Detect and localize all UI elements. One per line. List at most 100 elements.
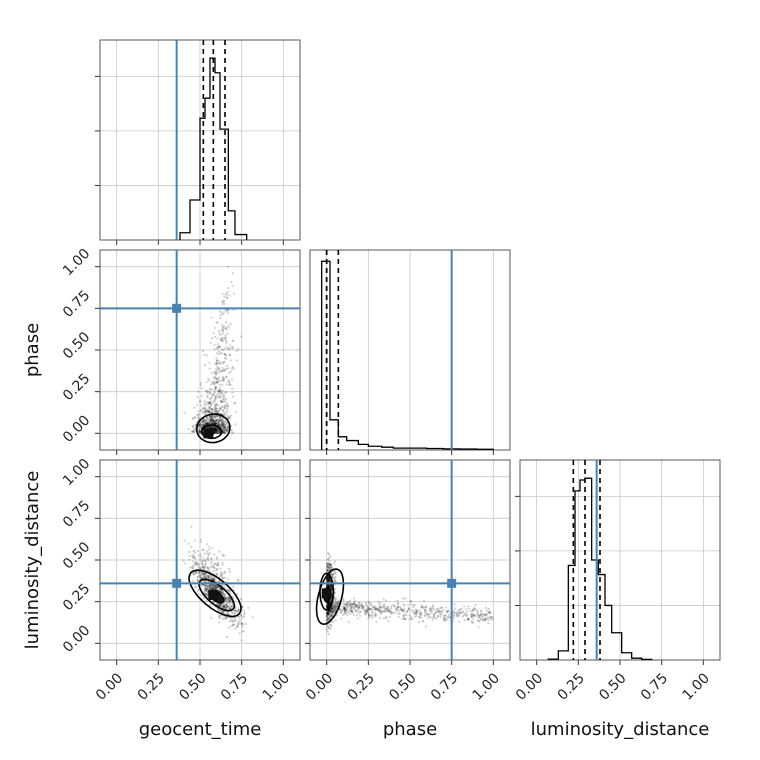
scatter-phase-vs-geocent-time-point [215,395,218,398]
scatter-luminosity-distance-vs-geocent-time-point [201,565,204,569]
scatter-luminosity-distance-vs-geocent-time-point [211,600,215,603]
scatter-luminosity-distance-vs-phase-point [335,606,338,610]
scatter-luminosity-distance-vs-phase-point [398,612,401,615]
scatter-luminosity-distance-vs-geocent-time-point [217,614,221,618]
scatter-luminosity-distance-vs-phase-point [478,615,481,618]
scatter-luminosity-distance-vs-phase-point [384,608,388,611]
scatter-luminosity-distance-vs-phase-point [327,604,330,607]
scatter-luminosity-distance-vs-phase-point [327,610,330,613]
scatter-luminosity-distance-vs-geocent-time-point [212,578,215,581]
scatter-luminosity-distance-vs-phase-point [477,614,480,617]
scatter-luminosity-distance-vs-phase-point [337,600,340,603]
scatter-luminosity-distance-vs-phase-point [397,615,401,618]
scatter-phase-vs-geocent-time-point [225,342,228,345]
scatter-luminosity-distance-vs-phase-point [455,612,459,615]
scatter-luminosity-distance-vs-geocent-time-point [233,623,236,626]
scatter-luminosity-distance-vs-phase-point [373,614,376,617]
scatter-luminosity-distance-vs-geocent-time-point [197,563,201,566]
scatter-luminosity-distance-vs-phase-point [330,613,334,616]
scatter-luminosity-distance-vs-phase-point [375,621,378,624]
scatter-phase-vs-geocent-time-point [223,311,226,314]
scatter-luminosity-distance-vs-geocent-time-point [209,587,213,590]
scatter-luminosity-distance-vs-geocent-time-point [240,639,243,642]
scatter-luminosity-distance-vs-geocent-time-point [221,605,224,609]
scatter-luminosity-distance-vs-geocent-time-point [221,617,225,621]
scatter-luminosity-distance-vs-phase-point [488,611,491,614]
scatter-phase-vs-geocent-time-point [217,420,221,423]
scatter-phase-vs-geocent-time-point [208,391,211,394]
scatter-luminosity-distance-vs-geocent-time-point [203,579,206,583]
scatter-phase-vs-geocent-time-point [226,427,229,430]
scatter-luminosity-distance-vs-geocent-time-point [207,559,210,562]
scatter-luminosity-distance-vs-phase-point [328,603,331,606]
scatter-luminosity-distance-vs-geocent-time-point [202,583,205,587]
scatter-luminosity-distance-vs-phase-point [327,602,330,605]
scatter-luminosity-distance-vs-phase-point [327,585,330,588]
scatter-luminosity-distance-vs-geocent-time-point [206,557,210,561]
scatter-phase-vs-geocent-time-point [227,380,231,383]
scatter-luminosity-distance-vs-geocent-time-point [204,592,208,595]
scatter-luminosity-distance-vs-phase-point [328,556,331,559]
scatter-luminosity-distance-vs-phase-point [411,618,414,621]
scatter-phase-vs-geocent-time-point [209,422,212,425]
scatter-luminosity-distance-vs-phase-point [325,607,328,610]
scatter-phase-vs-geocent-time-point [225,345,228,349]
scatter-luminosity-distance-vs-geocent-time-point [197,554,200,557]
scatter-luminosity-distance-vs-phase-point [370,610,373,613]
scatter-luminosity-distance-vs-phase-point [328,603,331,606]
scatter-luminosity-distance-vs-phase-point [325,615,329,618]
scatter-luminosity-distance-vs-phase-point [389,609,392,612]
scatter-phase-vs-geocent-time-point [224,326,228,330]
scatter-luminosity-distance-vs-geocent-time-point [197,588,200,591]
scatter-luminosity-distance-vs-geocent-time-point [213,562,216,566]
scatter-luminosity-distance-vs-geocent-time-point [222,610,225,613]
scatter-luminosity-distance-vs-phase-point [388,609,391,613]
scatter-phase-vs-geocent-time-point [212,426,215,429]
scatter-luminosity-distance-vs-phase-point [327,664,329,666]
scatter-luminosity-distance-vs-geocent-time-point [188,554,191,557]
scatter-luminosity-distance-vs-phase-point [358,605,361,609]
scatter-phase-vs-geocent-time-point [213,419,216,422]
scatter-phase-vs-geocent-time-point [226,309,229,312]
scatter-luminosity-distance-vs-phase-point [366,608,369,611]
scatter-luminosity-distance-vs-phase-point [356,608,359,611]
scatter-phase-vs-geocent-time-point [219,395,222,399]
scatter-luminosity-distance-vs-phase-point [413,612,416,616]
scatter-luminosity-distance-vs-phase-point [327,602,330,605]
scatter-phase-vs-geocent-time-point [215,418,218,422]
scatter-luminosity-distance-vs-geocent-time-point [218,589,221,593]
scatter-phase-vs-geocent-time-point [192,430,195,434]
scatter-luminosity-distance-vs-geocent-time-point [227,597,230,600]
scatter-luminosity-distance-vs-geocent-time-point [208,586,212,589]
scatter-phase-vs-geocent-time-point [219,415,222,419]
scatter-phase-vs-geocent-time-point [214,335,217,339]
scatter-luminosity-distance-vs-phase-point [326,577,329,580]
scatter-phase-vs-geocent-time-point [213,429,216,432]
scatter-phase-vs-geocent-time-point [224,353,227,356]
scatter-phase-vs-geocent-time-point [205,416,208,419]
scatter-phase-vs-geocent-time-point [222,377,226,381]
scatter-luminosity-distance-vs-phase-point [476,609,479,612]
scatter-phase-vs-geocent-time-point [198,431,201,434]
scatter-luminosity-distance-vs-geocent-time-point [192,555,195,558]
scatter-luminosity-distance-vs-geocent-time-point [208,585,211,588]
scatter-phase-vs-geocent-time-point [217,428,220,431]
scatter-phase-vs-geocent-time-point [211,426,214,429]
scatter-luminosity-distance-vs-geocent-time-point [216,602,219,606]
scatter-phase-vs-geocent-time-point [214,396,217,400]
scatter-luminosity-distance-vs-phase-point [329,566,332,570]
scatter-phase-vs-geocent-time-point [208,407,212,410]
scatter-phase-vs-geocent-time-point [222,431,225,434]
scatter-luminosity-distance-vs-phase-point [328,577,331,581]
scatter-luminosity-distance-vs-phase-point [326,625,330,628]
scatter-luminosity-distance-vs-phase-point [327,626,330,629]
scatter-phase-vs-geocent-time-point [215,422,218,425]
scatter-luminosity-distance-vs-geocent-time-point [241,623,244,626]
scatter-luminosity-distance-vs-geocent-time-point [237,620,240,623]
scatter-phase-vs-geocent-time-point [219,408,222,411]
scatter-luminosity-distance-vs-phase-point [471,621,474,624]
scatter-luminosity-distance-vs-phase-point [412,603,415,607]
scatter-phase-vs-geocent-time-point [216,418,219,421]
scatter-luminosity-distance-vs-geocent-time-point [194,557,197,560]
scatter-luminosity-distance-vs-geocent-time-point [209,584,213,587]
